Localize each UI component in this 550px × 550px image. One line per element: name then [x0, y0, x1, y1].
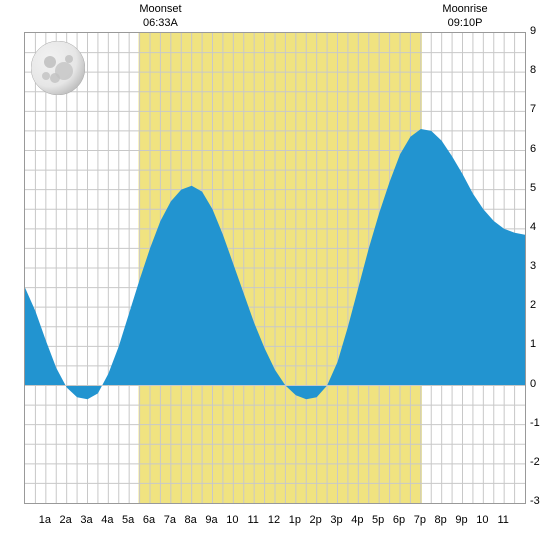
moonset-label: Moonset 06:33A — [130, 2, 190, 30]
y-tick-label: 6 — [530, 143, 536, 155]
moonrise-label: Moonrise 09:10P — [435, 2, 495, 30]
x-tick-label: 11 — [494, 514, 512, 526]
y-tick-label: 7 — [530, 103, 536, 115]
y-tick-label: 9 — [530, 25, 536, 37]
y-tick-label: 5 — [530, 182, 536, 194]
y-tick-label: -2 — [530, 456, 540, 468]
y-tick-label: -3 — [530, 495, 540, 507]
x-tick-label: 5p — [369, 514, 387, 526]
x-tick-label: 1a — [36, 514, 54, 526]
x-tick-label: 7a — [161, 514, 179, 526]
x-tick-label: 6a — [140, 514, 158, 526]
moonset-time: 06:33A — [130, 16, 190, 30]
moonset-title: Moonset — [130, 2, 190, 16]
x-tick-label: 5a — [119, 514, 137, 526]
x-tick-label: 9a — [203, 514, 221, 526]
moonrise-time: 09:10P — [435, 16, 495, 30]
y-tick-label: 1 — [530, 338, 536, 350]
x-tick-label: 4p — [348, 514, 366, 526]
y-tick-label: 2 — [530, 299, 536, 311]
x-tick-label: 7p — [411, 514, 429, 526]
x-tick-label: 8a — [182, 514, 200, 526]
y-axis-labels: -3-2-10123456789 — [530, 32, 550, 502]
x-tick-label: 2p — [307, 514, 325, 526]
x-tick-label: 4a — [98, 514, 116, 526]
y-tick-label: 3 — [530, 260, 536, 272]
y-tick-label: 8 — [530, 64, 536, 76]
x-tick-label: 9p — [453, 514, 471, 526]
x-tick-label: 11 — [244, 514, 262, 526]
y-tick-label: 4 — [530, 221, 536, 233]
y-tick-label: 0 — [530, 378, 536, 390]
x-tick-label: 10 — [223, 514, 241, 526]
x-tick-label: 3a — [78, 514, 96, 526]
plot-area — [24, 32, 526, 504]
moonrise-title: Moonrise — [435, 2, 495, 16]
top-labels-row: Moonset 06:33A Moonrise 09:10P — [0, 0, 550, 32]
x-tick-label: 2a — [57, 514, 75, 526]
plot-svg — [25, 33, 525, 503]
moon-icon — [31, 41, 85, 95]
x-axis-labels: 1a2a3a4a5a6a7a8a9a1011121p2p3p4p5p6p7p8p… — [24, 514, 524, 530]
x-tick-label: 8p — [432, 514, 450, 526]
x-tick-label: 6p — [390, 514, 408, 526]
y-tick-label: -1 — [530, 417, 540, 429]
x-tick-label: 3p — [328, 514, 346, 526]
tide-chart: Moonset 06:33A Moonrise 09:10P 1a2a3a4a5… — [0, 0, 550, 550]
x-tick-label: 12 — [265, 514, 283, 526]
x-tick-label: 10 — [473, 514, 491, 526]
x-tick-label: 1p — [286, 514, 304, 526]
